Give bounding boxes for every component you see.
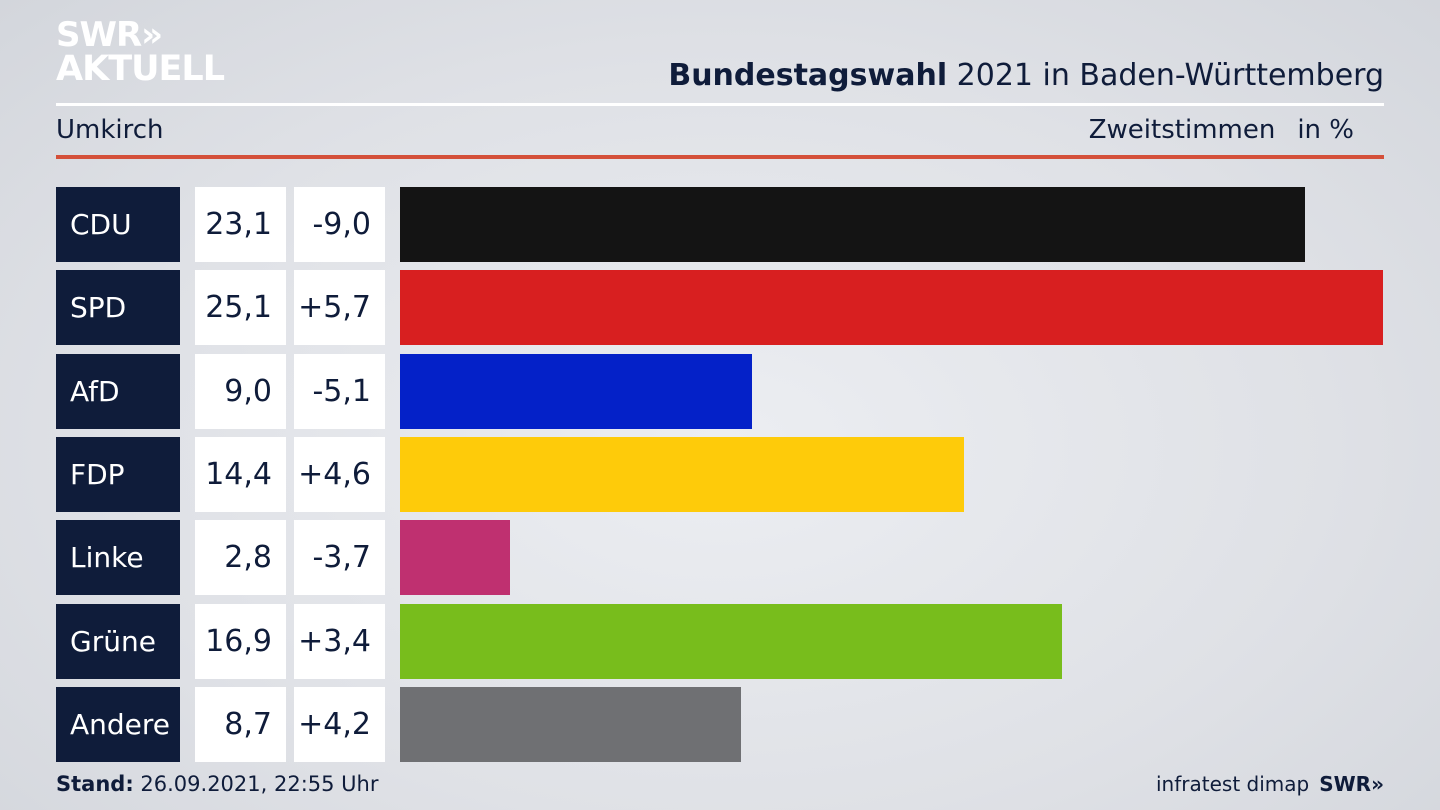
stand-label: Stand: [56, 772, 134, 796]
change-label: -5,1 [294, 353, 385, 429]
value-label: 23,1 [195, 187, 286, 262]
unit: in % [1297, 115, 1354, 145]
value-label: 14,4 [195, 436, 286, 512]
region-name: Umkirch [56, 115, 164, 145]
change-label: +5,7 [294, 270, 385, 346]
bar-row: AfD 9,0 -5,1 [0, 353, 1440, 429]
logo-line-2: AKTUELL [56, 49, 225, 89]
source-name: infratest dimap [1156, 772, 1310, 796]
swr-logo: SWR» [1319, 772, 1384, 796]
party-label: FDP [56, 436, 180, 512]
party-label: Linke [56, 520, 180, 596]
stand-value: 26.09.2021, 22:55 Uhr [133, 772, 379, 796]
party-label: AfD [56, 353, 180, 429]
bar-spd [400, 270, 1383, 346]
party-label: Andere [56, 686, 180, 762]
bar-linke [400, 520, 510, 596]
bar-row: SPD 25,1 +5,7 [0, 270, 1440, 346]
change-label: +4,6 [294, 436, 385, 512]
swr-aktuell-logo: SWR» AKTUELL [56, 15, 225, 89]
value-label: 2,8 [195, 520, 286, 596]
source: infratest dimap SWR» [1156, 772, 1384, 796]
bar-row: Andere 8,7 +4,2 [0, 686, 1440, 762]
title-bold: Bundestagswahl [668, 58, 948, 93]
metric: Zweitstimmen [1088, 115, 1276, 145]
page-title: Bundestagswahl 2021 in Baden-Württemberg [668, 58, 1384, 93]
value-label: 16,9 [195, 603, 286, 679]
value-label: 25,1 [195, 270, 286, 346]
change-label: -3,7 [294, 520, 385, 596]
bar-afd [400, 353, 753, 429]
bar-row: FDP 14,4 +4,6 [0, 436, 1440, 512]
divider [56, 103, 1384, 106]
party-label: Grüne [56, 603, 180, 679]
accent-divider [56, 155, 1384, 159]
bar-row: Grüne 16,9 +3,4 [0, 603, 1440, 679]
metric-label: Zweitstimmen in % [1089, 115, 1354, 145]
title-rest: 2021 in Baden-Württemberg [947, 58, 1384, 93]
party-label: CDU [56, 187, 180, 262]
change-label: +3,4 [294, 603, 385, 679]
change-label: +4,2 [294, 686, 385, 762]
party-label: SPD [56, 270, 180, 346]
timestamp: Stand: 26.09.2021, 22:55 Uhr [56, 772, 379, 796]
bar-grüne [400, 603, 1062, 679]
bar-andere [400, 686, 741, 762]
bar-cdu [400, 187, 1305, 262]
logo-line-1: SWR» [56, 15, 163, 55]
change-label: -9,0 [294, 187, 385, 262]
bar-fdp [400, 436, 964, 512]
value-label: 8,7 [195, 686, 286, 762]
value-label: 9,0 [195, 353, 286, 429]
bar-row: Linke 2,8 -3,7 [0, 520, 1440, 596]
bar-row: CDU 23,1 -9,0 [0, 187, 1440, 262]
